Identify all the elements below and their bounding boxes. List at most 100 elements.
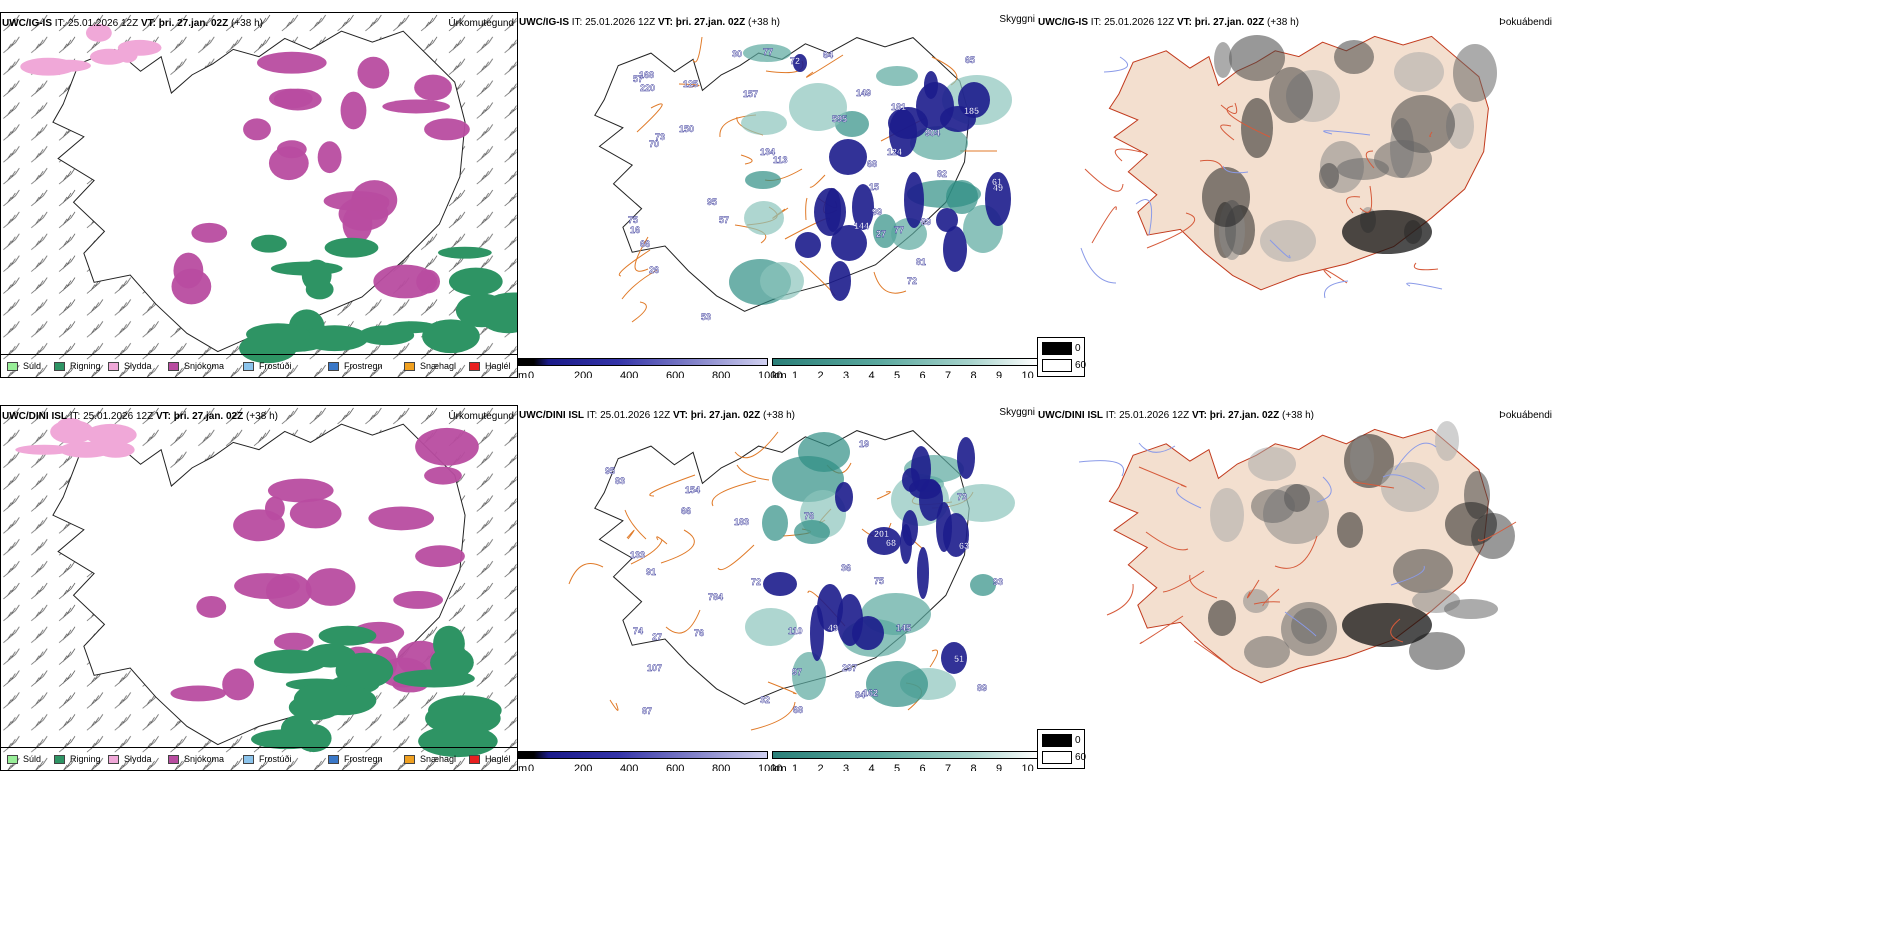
colorbar-gradient — [518, 751, 768, 759]
colorbar-gradient — [772, 751, 1038, 759]
legend-swatch — [243, 361, 254, 371]
legend-swatch — [328, 754, 339, 764]
precip-legend-item: Snæhagl — [404, 361, 456, 371]
precip-legend-item: Frostúði — [243, 361, 292, 371]
cloud-base-label: 30 — [732, 49, 742, 59]
precip-legend-item: Haglél — [469, 754, 511, 764]
colorbar-tick: 2 — [817, 763, 824, 771]
fog-legend-white — [1042, 751, 1072, 764]
iceland-outline — [594, 37, 970, 312]
cloud-base-label: 66 — [640, 239, 650, 249]
legend-label: Frostúði — [259, 754, 292, 764]
legend-swatch — [168, 361, 179, 371]
precip-title: Úrkomutegund — [448, 18, 514, 29]
cloud-base-label: 36 — [841, 563, 851, 573]
cloud-base-label: 181 — [891, 102, 906, 112]
cloud-base-label: 68 — [867, 159, 877, 169]
colorbar-tick: 7 — [945, 763, 952, 771]
precip-legend-item: Rigning — [54, 361, 101, 371]
legend-label: Haglél — [485, 754, 511, 764]
fog-legend-black-label: 0 — [1075, 735, 1081, 746]
colorbar-tick: 6 — [919, 763, 926, 771]
legend-label: Snæhagl — [420, 754, 457, 764]
fog-map-2 — [1078, 421, 1517, 684]
cloud-base-label: 68 — [793, 705, 803, 715]
colorbar-tick: 200 — [574, 763, 593, 771]
legend-swatch — [168, 754, 179, 764]
fog-blobs — [1202, 35, 1497, 262]
cloud-base-label: 68 — [886, 538, 896, 548]
cloud-map-1: 27 16 168 30 57 82 77 144 65 53 75 149 150 124 157 595 1… — [594, 36, 1012, 323]
legend-label: Frostregn — [344, 361, 383, 371]
cloud-base-label: 32 — [760, 695, 770, 705]
legend-swatch — [243, 754, 254, 764]
cloud-base-label: 133 — [630, 550, 645, 560]
height-colorbar: m 0 200 400 600 800 1000 — [518, 751, 782, 771]
panel-header: UWC/IG-IS IT: 25.01.2026 12Z VT: þri. 27… — [1038, 17, 1299, 28]
colorbar-tick: 400 — [620, 763, 639, 771]
fog-legend-white-label: 60 — [1075, 360, 1087, 371]
cloud-base-label: 134 — [760, 147, 775, 157]
precip-legend-item: Rigning — [54, 754, 101, 764]
cloud-base-label: 72 — [907, 276, 917, 286]
cloud-base-label: 70 — [649, 139, 659, 149]
precip-legend: Súld Rigning Slydda Snjókoma Frostúði Frostre… — [1, 354, 517, 377]
legend-swatch — [328, 361, 339, 371]
colorbar-tick: 10 — [1021, 370, 1034, 378]
precip-panel-2: UWC/DINI ISL IT: 25.01.2026 12Z VT: þri.… — [0, 405, 518, 771]
cloud-base-label: 110 — [788, 626, 803, 636]
cloud-base-label: 82 — [937, 169, 947, 179]
cloud-base-label: 95 — [605, 466, 615, 476]
panel-header: UWC/IG-IS IT: 25.01.2026 12Z VT: þri. 27… — [519, 17, 780, 28]
cloud-base-label: 76 — [804, 511, 814, 521]
legend-label: Súld — [23, 754, 42, 764]
cloud-base-label: 74 — [633, 626, 643, 636]
colorbar-tick: 600 — [666, 763, 685, 771]
cloud-blobs — [729, 44, 1012, 305]
cloud-panel-1: 27 16 168 30 57 82 77 144 65 53 75 149 150 124 157 595 1… — [518, 12, 1038, 378]
cloud-base-label: 72 — [751, 577, 761, 587]
cloud-base-label: 73 — [655, 132, 665, 142]
colorbar-tick: 3 — [843, 370, 850, 378]
colorbar-tick: 1000 — [758, 763, 783, 771]
height-colorbar: m 0 200 400 600 800 1000 — [518, 358, 782, 378]
colorbar-gradient — [518, 358, 768, 366]
colorbar-tick: 0 — [528, 370, 535, 378]
precip-legend-item: Slydda — [108, 361, 152, 371]
precip-legend-item: Frostregn — [328, 754, 383, 764]
precip-blobs — [15, 417, 502, 758]
cloud-base-label: 154 — [685, 485, 700, 495]
colorbar-tick: 4 — [868, 370, 875, 378]
cloud-base-label: 107 — [647, 663, 662, 673]
cloud-base-label: 53 — [701, 312, 711, 322]
precip-map-2 — [1, 406, 517, 770]
panel-header: UWC/IG-IS IT: 25.01.2026 12Z VT: þri. 27… — [2, 18, 263, 29]
legend-label: Haglél — [485, 361, 511, 371]
legend-label: Frostregn — [344, 754, 383, 764]
fog-panel-2: UWC/DINI ISL IT: 25.01.2026 12Z VT: þri.… — [1037, 405, 1552, 725]
cloud-base-labels: 27 16 168 30 57 82 77 144 65 53 75 149 150 124 157 595 1… — [628, 47, 1003, 322]
cloud-base-label: 149 — [856, 88, 871, 98]
legend-label: Snjókoma — [184, 754, 225, 764]
cloud-base-label: 64 — [823, 50, 833, 60]
cloud-base-label: 144 — [854, 221, 869, 231]
colorbar-tick: 800 — [712, 763, 731, 771]
cloud-base-label: 89 — [977, 683, 987, 693]
precip-legend-item: Snjókoma — [168, 361, 224, 371]
colorbar-tick: 1000 — [758, 370, 783, 378]
road-network — [1080, 56, 1443, 299]
cloud-base-label: 168 — [639, 70, 654, 80]
legend-label: Rigning — [70, 754, 101, 764]
legend-swatch — [7, 361, 18, 371]
visibility-colorbar: km 1 2 3 4 5 6 7 8 9 10 — [772, 358, 1038, 378]
colorbar-gradient — [772, 358, 1038, 366]
precip-title: Úrkomutegund — [448, 411, 514, 422]
legend-label: Súld — [23, 361, 42, 371]
fog-legend-black — [1042, 734, 1072, 747]
precip-map-1 — [1, 13, 517, 377]
cloud-base-label: 73 — [957, 492, 967, 502]
visibility-colorbar: km 1 2 3 4 5 6 7 8 9 10 — [772, 751, 1038, 771]
cloud-base-label: 57 — [719, 215, 729, 225]
precip-legend-item: Haglél — [469, 361, 511, 371]
cloud-base-label: 49 — [993, 183, 1003, 193]
